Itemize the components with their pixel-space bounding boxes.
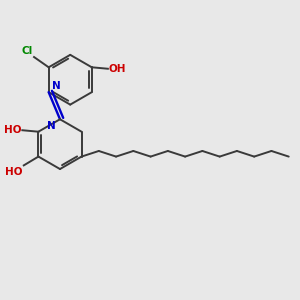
Text: Cl: Cl: [22, 46, 33, 56]
Text: N: N: [46, 121, 55, 131]
Text: OH: OH: [109, 64, 126, 74]
Text: HO: HO: [5, 167, 23, 177]
Text: HO: HO: [4, 125, 21, 135]
Text: N: N: [52, 81, 61, 91]
